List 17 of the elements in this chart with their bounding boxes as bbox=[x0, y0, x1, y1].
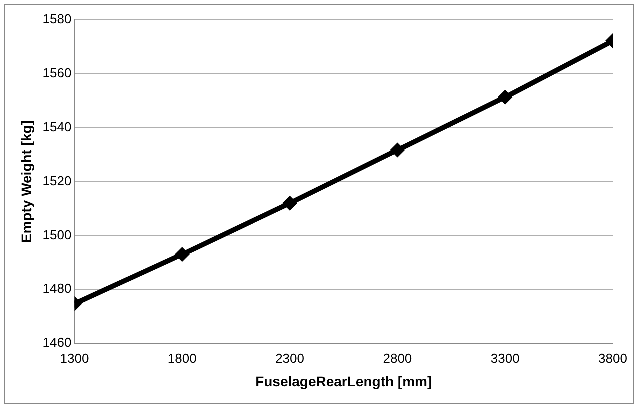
y-tick-label: 1480 bbox=[42, 281, 72, 296]
point bbox=[284, 196, 297, 210]
x-tick-label: 1300 bbox=[60, 350, 90, 366]
x-tick-label: 1800 bbox=[168, 350, 197, 366]
x-tick-label: 3300 bbox=[490, 350, 520, 366]
x-axis-title: FuselageRearLength [mm] bbox=[256, 373, 432, 390]
x-tick-label: 2800 bbox=[383, 350, 412, 366]
y-axis-title: Empty Weight [kg] bbox=[18, 120, 34, 244]
y-tick-label: 1520 bbox=[42, 173, 72, 188]
y-tick-label: 1580 bbox=[42, 12, 72, 27]
x-tick-label: 3800 bbox=[598, 350, 628, 366]
y-tick-label: 1500 bbox=[42, 227, 72, 242]
y-tick-label: 1560 bbox=[42, 66, 72, 81]
point bbox=[391, 144, 404, 157]
y-tick-label: 1540 bbox=[42, 119, 72, 134]
y-tick-label: 1460 bbox=[42, 335, 72, 350]
x-tick-label: 2300 bbox=[276, 350, 304, 366]
